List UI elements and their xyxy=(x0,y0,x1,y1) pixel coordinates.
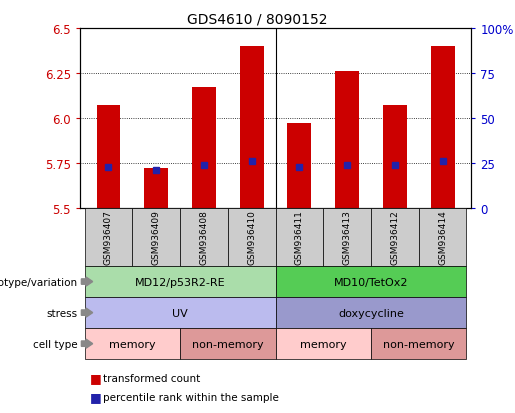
Bar xyxy=(431,47,455,209)
Text: GSM936412: GSM936412 xyxy=(390,210,399,265)
Text: GSM936409: GSM936409 xyxy=(152,210,161,265)
Bar xyxy=(239,47,264,209)
Text: ■: ■ xyxy=(90,390,102,404)
Text: GDS4610 / 8090152: GDS4610 / 8090152 xyxy=(187,12,328,26)
Text: UV: UV xyxy=(172,308,188,318)
Bar xyxy=(335,72,359,209)
Text: ■: ■ xyxy=(90,372,102,385)
Text: memory: memory xyxy=(300,339,347,349)
Text: stress: stress xyxy=(46,308,77,318)
Text: GSM936413: GSM936413 xyxy=(342,210,352,265)
Text: percentile rank within the sample: percentile rank within the sample xyxy=(103,392,279,402)
Text: memory: memory xyxy=(109,339,156,349)
Bar xyxy=(287,124,312,209)
Text: GSM936411: GSM936411 xyxy=(295,210,304,265)
Bar xyxy=(383,106,407,209)
Text: GSM936410: GSM936410 xyxy=(247,210,256,265)
Text: GSM936407: GSM936407 xyxy=(104,210,113,265)
Text: non-memory: non-memory xyxy=(383,339,455,349)
Text: cell type: cell type xyxy=(32,339,77,349)
Text: MD10/TetOx2: MD10/TetOx2 xyxy=(334,277,408,287)
Bar xyxy=(144,169,168,209)
Text: transformed count: transformed count xyxy=(103,373,200,383)
Text: GSM936414: GSM936414 xyxy=(438,210,447,265)
Text: genotype/variation: genotype/variation xyxy=(0,277,77,287)
Text: GSM936408: GSM936408 xyxy=(199,210,209,265)
Text: MD12/p53R2-RE: MD12/p53R2-RE xyxy=(135,277,226,287)
Text: non-memory: non-memory xyxy=(192,339,264,349)
Text: doxycycline: doxycycline xyxy=(338,308,404,318)
Bar xyxy=(96,106,121,209)
Bar xyxy=(192,88,216,209)
